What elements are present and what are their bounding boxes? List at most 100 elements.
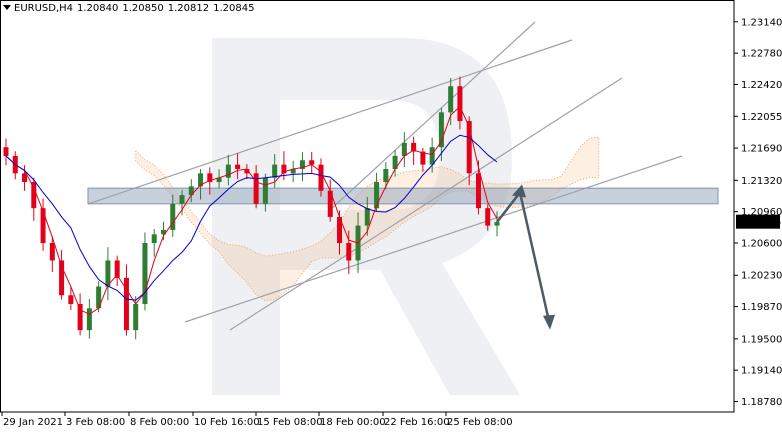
candle-body xyxy=(262,177,268,204)
candle-body xyxy=(68,295,74,304)
low-value: 1.20812 xyxy=(167,3,210,14)
trendline xyxy=(87,39,573,205)
candle-body xyxy=(411,142,417,152)
candle-body xyxy=(457,86,463,122)
candle-body xyxy=(198,173,204,187)
time-tick-label: 25 Feb 08:00 xyxy=(447,417,513,428)
trendline xyxy=(329,21,536,211)
candle-body xyxy=(346,243,352,261)
candle-body xyxy=(318,164,324,191)
price-tick-label: 1.23140 xyxy=(741,17,782,28)
plot-frame xyxy=(0,0,735,413)
time-tick-label: 29 Jan 2021 xyxy=(3,417,63,428)
candle-body xyxy=(188,186,194,196)
candle-body xyxy=(207,173,213,183)
ichimoku-lines xyxy=(5,105,498,315)
candle-body xyxy=(420,151,426,165)
candle-body xyxy=(123,277,129,331)
forecast-arrowhead-up xyxy=(512,184,526,198)
candle-body xyxy=(272,164,278,178)
price-tick-label: 1.22780 xyxy=(741,49,782,60)
candle-body xyxy=(40,208,46,244)
time-tick-label: 3 Feb 08:00 xyxy=(66,417,125,428)
candle-body xyxy=(448,86,454,113)
time-tick-label: 15 Feb 08:00 xyxy=(257,417,323,428)
price-tick-label: 1.21320 xyxy=(741,176,782,187)
trend-channel[interactable] xyxy=(87,21,683,331)
candle-body xyxy=(59,260,65,296)
candle-body xyxy=(114,260,120,278)
time-axis[interactable]: 29 Jan 2021 3 Feb 08:00 8 Feb 00:00 10 Feb … xyxy=(1,412,513,428)
zone-rect xyxy=(87,187,719,205)
price-tick-label: 1.22420 xyxy=(741,80,782,91)
candle-body xyxy=(383,168,389,183)
candle-body xyxy=(485,208,491,226)
candle-body xyxy=(105,260,111,287)
candle-body xyxy=(327,190,333,217)
chart-header: EURUSD,H4 1.20840 1.20850 1.20812 1.20845 xyxy=(3,3,254,14)
tenkan-line xyxy=(5,105,498,315)
candle-body xyxy=(299,160,305,169)
price-tick-label: 1.19140 xyxy=(741,366,782,377)
time-tick-label: 10 Feb 16:00 xyxy=(194,417,260,428)
forecast-path xyxy=(496,189,552,327)
candle-body xyxy=(86,308,92,331)
candle-body xyxy=(364,208,370,226)
candle-body xyxy=(466,121,472,174)
price-tick-label: 1.20600 xyxy=(741,239,782,250)
price-tick-label: 1.19500 xyxy=(741,334,782,345)
candle-body xyxy=(429,147,435,165)
candle-body xyxy=(22,173,28,183)
candle-body xyxy=(244,168,250,174)
close-value: 1.20845 xyxy=(213,3,255,14)
time-tick-label: 8 Feb 00:00 xyxy=(130,417,189,428)
candle-body xyxy=(31,182,37,209)
candle-body xyxy=(235,164,241,169)
time-tick-label: 18 Feb 00:00 xyxy=(320,417,386,428)
price-tick-label: 1.21690 xyxy=(741,144,782,155)
candle-body xyxy=(475,173,481,209)
candle-body xyxy=(309,160,315,165)
candle-body xyxy=(225,164,231,178)
candle-body xyxy=(142,243,148,304)
trendline xyxy=(184,155,683,323)
symbol-label: EURUSD,H4 xyxy=(14,3,74,14)
candle-body xyxy=(253,173,259,204)
candle-body xyxy=(337,216,343,244)
price-tick-label: 1.18780 xyxy=(741,397,782,408)
candle-body xyxy=(401,142,407,156)
candle-body xyxy=(374,182,380,209)
current-price-tag xyxy=(736,214,780,229)
candle-body xyxy=(160,229,166,235)
forecast-arrows xyxy=(496,184,555,330)
current-price-label: 1.20845 xyxy=(740,217,781,228)
price-axis[interactable]: 1.23140 1.22780 1.22420 1.22055 1.21690 1.213… xyxy=(734,17,782,408)
candle-body xyxy=(494,222,500,226)
candle-body xyxy=(216,177,222,183)
support-resistance-zone[interactable] xyxy=(87,187,719,205)
candle-body xyxy=(392,155,398,169)
candle-body xyxy=(3,147,9,156)
price-tick-label: 1.20960 xyxy=(741,207,782,218)
dropdown-triangle-icon[interactable] xyxy=(3,5,11,10)
high-value: 1.20850 xyxy=(122,3,164,14)
candle-body xyxy=(96,286,102,309)
candle-body xyxy=(49,243,55,261)
candle-body xyxy=(179,195,185,204)
kijun-line xyxy=(5,134,498,301)
candle-body xyxy=(133,303,139,331)
open-value: 1.20840 xyxy=(77,3,119,14)
price-tick-label: 1.22055 xyxy=(741,112,782,123)
candle-body xyxy=(151,234,157,244)
candle-body xyxy=(77,303,83,331)
price-tick-label: 1.19870 xyxy=(741,302,782,313)
forecast-arrowhead-down xyxy=(543,314,555,330)
price-tick-label: 1.20230 xyxy=(741,271,782,282)
candle-body xyxy=(438,112,444,148)
time-tick-label: 22 Feb 16:00 xyxy=(384,417,450,428)
candle-body xyxy=(290,168,296,174)
candle-body xyxy=(281,164,287,174)
candle-body xyxy=(170,203,176,230)
